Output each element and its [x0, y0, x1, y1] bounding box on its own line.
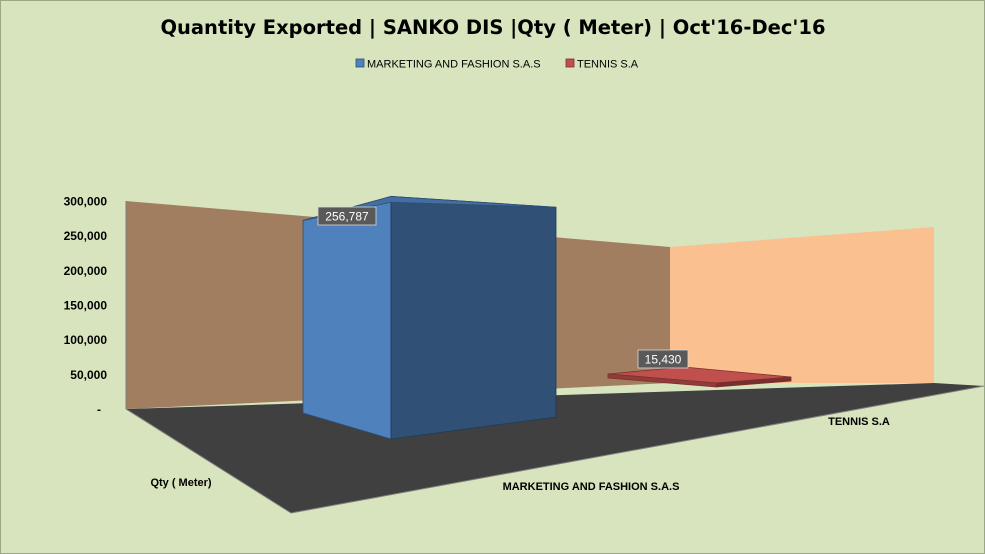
y-tick-label: 50,000 — [70, 368, 107, 382]
bars — [302, 195, 792, 440]
depth-axis-line — [125, 408, 292, 514]
y-tick-label: - — [97, 403, 101, 417]
bar-marketing-side — [390, 196, 557, 440]
legend-swatch-marketing — [355, 58, 365, 68]
data-label-marketing: 256,787 — [317, 206, 377, 226]
data-label-tennis-text: 15,430 — [645, 353, 682, 367]
legend-label-tennis: TENNIS S.A — [577, 59, 639, 71]
y-tick-label: 250,000 — [64, 229, 108, 243]
category-label-marketing: MARKETING AND FASHION S.A.S — [503, 481, 680, 493]
data-label-tennis: 15,430 — [637, 349, 689, 369]
bar-tennis-side — [715, 376, 792, 388]
y-tick-label: 100,000 — [64, 333, 108, 347]
legend-swatch-tennis — [565, 58, 575, 68]
legend-label-marketing: MARKETING AND FASHION S.A.S — [367, 59, 541, 71]
chart-title: Quantity Exported | SANKO DIS |Qty ( Met… — [160, 16, 825, 39]
series-axis-label: Qty ( Meter) — [150, 477, 211, 489]
y-tick-label: 300,000 — [64, 195, 108, 209]
y-tick-label: 150,000 — [64, 299, 108, 313]
bar-marketing-front — [302, 195, 392, 440]
data-label-marketing-text: 256,787 — [325, 210, 369, 224]
side-wall — [670, 227, 934, 383]
category-axis-line — [290, 385, 984, 514]
y-axis-ticks: - 50,000 100,000 150,000 200,000 250,000 300,0… — [64, 195, 108, 417]
legend: MARKETING AND FASHION S.A.S TENNIS S.A — [355, 58, 639, 71]
category-label-tennis: TENNIS S.A — [828, 416, 890, 428]
y-tick-label: 200,000 — [64, 264, 108, 278]
